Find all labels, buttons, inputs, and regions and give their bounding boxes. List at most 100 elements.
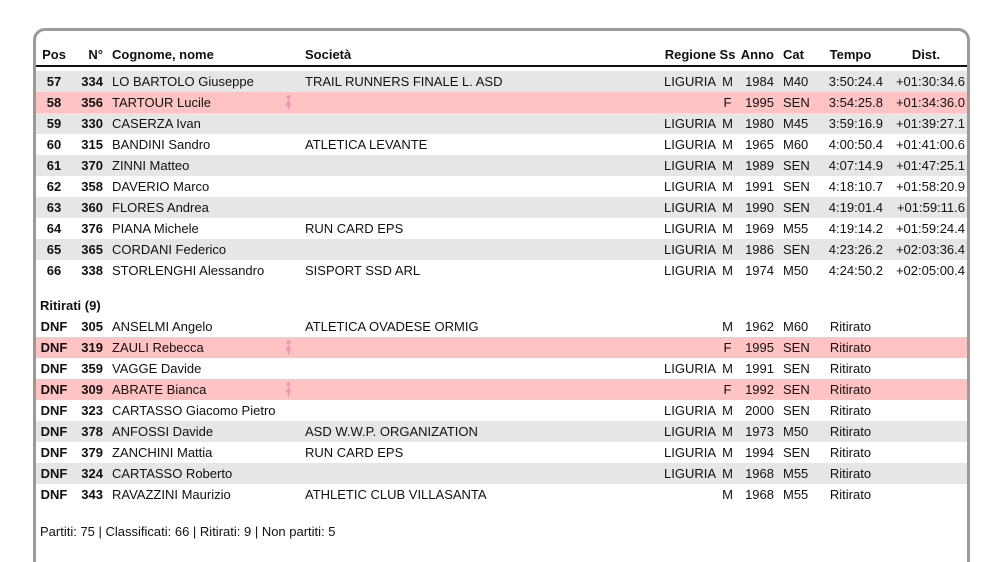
- cell-category: SEN: [783, 445, 810, 460]
- cell-pos: 65: [46, 242, 62, 257]
- cell-gap: +01:41:00.6: [895, 137, 965, 152]
- cell-year: 1980: [745, 116, 774, 131]
- cell-pos: 62: [46, 179, 62, 194]
- cell-sex: F: [723, 95, 732, 110]
- cell-club: RUN CARD EPS: [305, 221, 404, 236]
- cell-name: STORLENGHI Alessandro: [106, 260, 300, 281]
- cell-number: 305: [81, 319, 103, 334]
- dnf-section-title: Ritirati (9): [40, 298, 101, 313]
- cell-club: [300, 239, 655, 260]
- cell-pos: 60: [46, 137, 62, 152]
- cell-name: ANFOSSI Davide: [106, 421, 300, 442]
- cell-name: TARTOUR Lucile: [106, 92, 300, 113]
- cell-number: 358: [81, 179, 103, 194]
- cell-category: SEN: [783, 200, 810, 215]
- cell-number: 360: [81, 200, 103, 215]
- cell-category: M55: [783, 487, 809, 502]
- result-row: 64 376 PIANA Michele RUN CARD EPS LIGURI…: [36, 218, 967, 239]
- cell-club: TRAIL RUNNERS FINALE L. ASD: [305, 74, 503, 89]
- cell-category: M60: [783, 319, 809, 334]
- cell-number: 338: [81, 263, 103, 278]
- cell-sex: M: [722, 116, 733, 131]
- cell-region: [655, 316, 718, 337]
- cell-gap: +02:05:00.4: [895, 263, 965, 278]
- cell-sex: F: [723, 340, 732, 355]
- cell-sex: M: [722, 403, 733, 418]
- athlete-name: TARTOUR Lucile: [112, 95, 211, 110]
- cell-region: LIGURIA: [663, 221, 716, 236]
- cell-time: Ritirato: [829, 445, 872, 460]
- cell-sex: M: [722, 487, 733, 502]
- cell-sex: M: [722, 221, 733, 236]
- cell-gap: +01:59:11.6: [896, 200, 965, 215]
- cell-number: 334: [81, 74, 103, 89]
- result-row: DNF 309 ABRATE Bianca F 1992 SEN Ritirat…: [36, 379, 967, 400]
- cell-gap: [885, 463, 967, 484]
- cell-year: 1968: [745, 487, 774, 502]
- cell-year: 1965: [745, 137, 774, 152]
- cell-gap: +01:59:24.4: [895, 221, 965, 236]
- cell-category: SEN: [783, 403, 810, 418]
- result-row: 59 330 CASERZA Ivan LIGURIA M 1980 M45 3…: [36, 113, 967, 134]
- athlete-name: CASERZA Ivan: [112, 116, 201, 131]
- cell-name: RAVAZZINI Maurizio: [106, 484, 300, 505]
- female-icon: [285, 382, 292, 397]
- cell-gap: [885, 379, 967, 400]
- dnf-list: DNF 305 ANSELMI Angelo ATLETICA OVADESE …: [36, 316, 967, 505]
- athlete-name: CORDANI Federico: [112, 242, 227, 257]
- cell-club: ASD W.W.P. ORGANIZATION: [305, 424, 478, 439]
- cell-category: SEN: [783, 158, 810, 173]
- cell-sex: M: [722, 137, 733, 152]
- cell-category: SEN: [783, 340, 810, 355]
- cell-number: 378: [81, 424, 103, 439]
- result-row: 57 334 LO BARTOLO Giuseppe TRAIL RUNNERS…: [36, 71, 967, 92]
- cell-time: 4:24:50.2: [828, 263, 883, 278]
- cell-name: VAGGE Davide: [106, 358, 300, 379]
- cell-year: 1995: [745, 95, 774, 110]
- athlete-name: ZINNI Matteo: [112, 158, 190, 173]
- cell-gap: +01:34:36.0: [895, 95, 965, 110]
- header-name: Cognome, nome: [112, 47, 214, 62]
- cell-club: [300, 197, 655, 218]
- cell-year: 1968: [745, 466, 774, 481]
- cell-name: CASERZA Ivan: [106, 113, 300, 134]
- result-row: DNF 324 CARTASSO Roberto LIGURIA M 1968 …: [36, 463, 967, 484]
- finishers-list: 57 334 LO BARTOLO Giuseppe TRAIL RUNNERS…: [36, 71, 967, 281]
- cell-number: 359: [81, 361, 103, 376]
- cell-year: 2000: [745, 403, 774, 418]
- cell-region: LIGURIA: [663, 116, 716, 131]
- cell-gap: [885, 358, 967, 379]
- cell-gap: [885, 400, 967, 421]
- cell-pos: 57: [46, 74, 62, 89]
- cell-name: BANDINI Sandro: [106, 134, 300, 155]
- cell-name: CARTASSO Roberto: [106, 463, 300, 484]
- cell-category: SEN: [783, 179, 810, 194]
- cell-region: [655, 379, 718, 400]
- cell-region: LIGURIA: [663, 74, 716, 89]
- cell-number: 343: [81, 487, 103, 502]
- athlete-name: CARTASSO Roberto: [112, 466, 233, 481]
- cell-year: 1989: [745, 158, 774, 173]
- header-gap: Dist.: [911, 47, 941, 62]
- cell-pos: DNF: [40, 340, 68, 355]
- result-row: DNF 379 ZANCHINI Mattia RUN CARD EPS LIG…: [36, 442, 967, 463]
- cell-region: LIGURIA: [663, 200, 716, 215]
- cell-time: 4:18:10.7: [828, 179, 883, 194]
- cell-category: SEN: [783, 361, 810, 376]
- cell-time: Ritirato: [829, 424, 872, 439]
- cell-club: ATLETICA LEVANTE: [305, 137, 428, 152]
- cell-region: LIGURIA: [663, 361, 716, 376]
- cell-name: ZAULI Rebecca: [106, 337, 300, 358]
- cell-gap: +01:47:25.1: [895, 158, 965, 173]
- cell-region: LIGURIA: [663, 466, 716, 481]
- cell-region: LIGURIA: [663, 158, 716, 173]
- cell-year: 1974: [745, 263, 774, 278]
- cell-club: [300, 358, 655, 379]
- cell-category: M50: [783, 263, 809, 278]
- athlete-name: VAGGE Davide: [112, 361, 202, 376]
- cell-region: LIGURIA: [663, 445, 716, 460]
- cell-number: 319: [81, 340, 103, 355]
- cell-number: 330: [81, 116, 103, 131]
- cell-region: LIGURIA: [663, 263, 716, 278]
- female-icon: [285, 340, 292, 355]
